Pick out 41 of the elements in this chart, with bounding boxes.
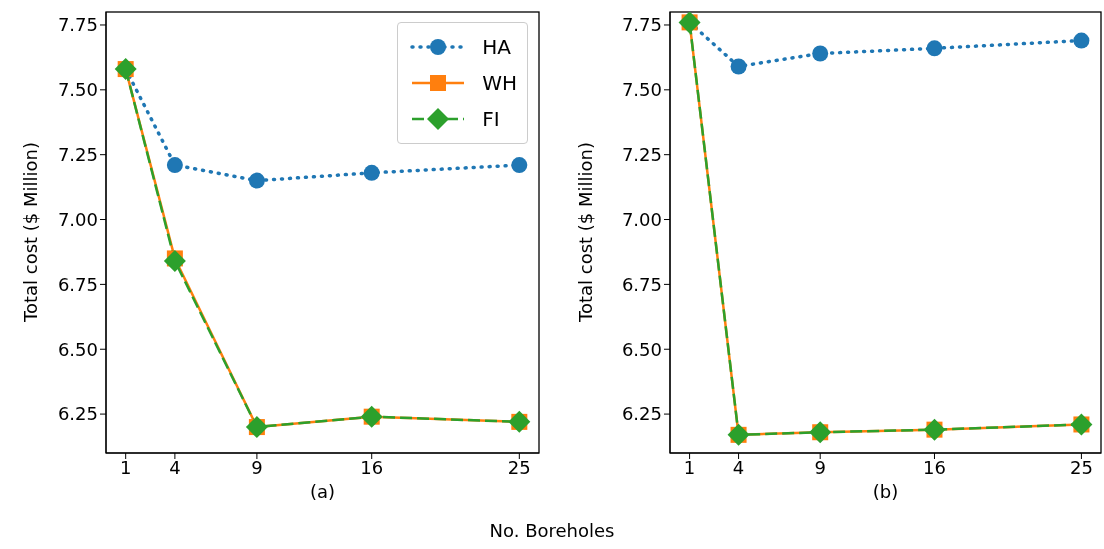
y-tick-label: 6.50 (57, 338, 98, 360)
x-tick-label: 16 (360, 456, 384, 478)
x-tick-label: 25 (507, 456, 531, 478)
x-tick-label: 9 (251, 456, 263, 478)
y-tick-label: 7.50 (57, 79, 98, 101)
x-axis-title: (b) (872, 481, 899, 502)
legend-label: FI (482, 107, 500, 131)
point (812, 45, 829, 62)
y-axis-title: Total cost ($ Million) (574, 142, 596, 323)
x-tick-label: 1 (683, 456, 696, 478)
x-tick-label: 4 (169, 456, 181, 478)
y-tick-label: 7.25 (621, 144, 662, 166)
y-tick-label: 6.25 (621, 403, 662, 425)
y-tick-label: 6.75 (57, 273, 98, 295)
text: No. Boreholes (488, 520, 616, 541)
y-tick-label: 7.50 (621, 79, 662, 101)
y-tick-label: 7.75 (57, 14, 98, 36)
point (730, 58, 747, 75)
point (363, 164, 380, 181)
point (248, 172, 265, 189)
y-tick-label: 6.50 (621, 338, 662, 360)
y-tick-label: 7.25 (57, 144, 98, 166)
point (163, 250, 186, 273)
y-tick-label: 6.75 (621, 273, 662, 295)
x-tick-label: 9 (814, 456, 826, 478)
point (166, 157, 183, 174)
y-tick-label: 7.00 (57, 208, 98, 230)
legend-label: HA (482, 35, 511, 59)
point (1073, 32, 1090, 49)
legend-label: WH (482, 71, 517, 95)
x-tick-label: 1 (119, 456, 132, 478)
y-tick-label: 7.75 (621, 14, 662, 36)
y-tick-label: 7.00 (621, 208, 662, 230)
y-axis-title: Total cost ($ Million) (19, 142, 41, 323)
x-axis-title: (a) (309, 481, 336, 502)
x-tick-label: 25 (1069, 456, 1093, 478)
x-tick-label: 4 (732, 456, 745, 478)
point (511, 157, 528, 174)
x-tick-label: 16 (923, 456, 946, 478)
y-tick-label: 6.25 (57, 403, 98, 425)
point (926, 40, 943, 57)
